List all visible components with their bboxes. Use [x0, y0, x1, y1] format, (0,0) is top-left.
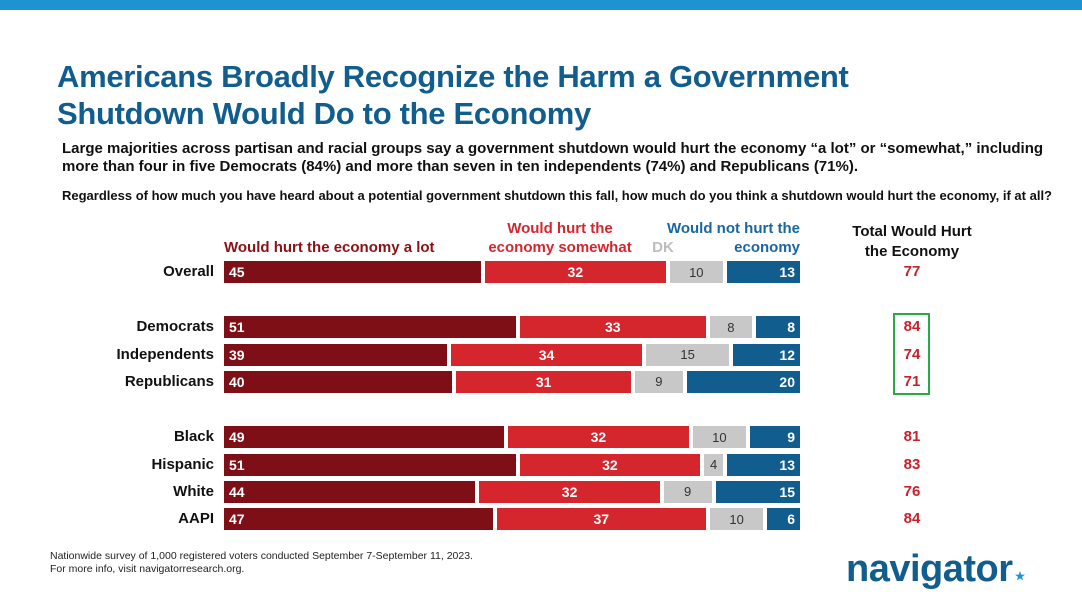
value-label: 13 — [779, 264, 795, 280]
bar: 45 — [224, 261, 482, 283]
value-label: 51 — [229, 319, 245, 336]
legend-entry: Would hurt the economy somewhat — [488, 220, 632, 256]
footnote: For more info, visit navigatorresearch.o… — [50, 563, 245, 575]
logo-star — [1014, 571, 1025, 581]
bar: 10 — [709, 508, 764, 531]
value-label: 51 — [229, 456, 245, 473]
top-band — [0, 0, 1082, 10]
value-label: 13 — [779, 456, 795, 473]
bar: 9 — [663, 480, 712, 503]
legend-entry: Would not hurt the economy — [666, 220, 800, 256]
chart-subtitle: Large majorities across partisan and rac… — [62, 140, 1044, 175]
value-label: 15 — [680, 347, 695, 363]
row-label: Overall — [163, 263, 214, 280]
value-label: 44 — [229, 483, 245, 500]
bar: 32 — [508, 426, 689, 449]
row-label: White — [173, 482, 214, 500]
value-label: 8 — [727, 319, 735, 335]
bar: 4 — [704, 453, 724, 476]
value-label: 32 — [590, 429, 607, 446]
logo: navigator — [846, 548, 1025, 591]
value-label: 9 — [655, 374, 663, 390]
bar: 6 — [767, 508, 800, 531]
legend-entry: DK — [652, 239, 674, 256]
bar: 10 — [669, 261, 724, 283]
total-header: Total Would Hurt the Economy — [852, 223, 972, 260]
row-label: AAPI — [178, 510, 214, 528]
value-label: 4 — [709, 457, 718, 472]
bar: 15 — [715, 480, 800, 503]
bar: 51 — [224, 316, 516, 339]
highlight-box — [893, 313, 930, 395]
value-label: 37 — [593, 511, 610, 528]
value-label: 15 — [779, 483, 795, 500]
row-label: Democrats — [136, 318, 214, 336]
bar: 9 — [750, 426, 800, 449]
bar: 8 — [755, 316, 800, 339]
bar: 47 — [224, 508, 493, 531]
value-label: 8 — [787, 319, 795, 336]
value-label: 10 — [689, 264, 704, 280]
bar: 49 — [224, 426, 505, 449]
total-value: 71 — [903, 372, 921, 390]
row-label: Independents — [116, 345, 214, 363]
value-label: 33 — [605, 319, 621, 336]
value-label: 10 — [729, 511, 744, 527]
value-label: 49 — [229, 429, 245, 446]
row-label: Black — [173, 428, 214, 446]
total-value: 77 — [903, 263, 921, 280]
logo-text: navigator — [846, 548, 1013, 590]
bar: 40 — [224, 370, 453, 393]
survey-question: Regardless of how much you have heard ab… — [62, 188, 1052, 203]
bar: 32 — [519, 453, 701, 476]
row-label: Hispanic — [151, 455, 214, 473]
bar: 13 — [727, 453, 800, 476]
value-label: 45 — [229, 264, 245, 280]
bar: 32 — [479, 480, 660, 503]
bar: 31 — [456, 370, 631, 393]
bar: 33 — [519, 316, 706, 339]
value-label: 32 — [602, 456, 618, 473]
total-value: 81 — [903, 428, 921, 446]
value-label: 32 — [561, 483, 578, 500]
value-label: 9 — [787, 429, 795, 446]
bar: 20 — [686, 370, 800, 393]
bar: 15 — [646, 343, 729, 366]
value-label: 47 — [229, 511, 245, 528]
value-label: 31 — [535, 373, 552, 390]
total-value: 76 — [903, 482, 921, 500]
bar: 8 — [709, 316, 752, 339]
total-value: 84 — [903, 510, 921, 528]
value-label: 32 — [567, 264, 584, 280]
footnote: Nationwide survey of 1,000 registered vo… — [50, 550, 473, 562]
row-label: Republicans — [124, 372, 214, 390]
value-label: 39 — [229, 346, 245, 363]
bar: 39 — [224, 343, 447, 366]
value-label: 10 — [712, 429, 727, 445]
value-label: 9 — [684, 484, 692, 500]
total-value: 83 — [903, 455, 921, 473]
bar: 51 — [224, 453, 516, 476]
value-label: 40 — [229, 373, 245, 390]
total-value: 84 — [903, 318, 921, 336]
bar: 34 — [450, 343, 643, 366]
bar: 13 — [727, 261, 800, 283]
bar: 32 — [485, 261, 666, 283]
value-label: 6 — [787, 511, 795, 528]
value-label: 20 — [779, 373, 795, 390]
chart-title: Americans Broadly Recognize the Harm a G… — [57, 59, 849, 131]
bar: 44 — [224, 480, 476, 503]
value-label: 34 — [538, 346, 555, 363]
legend-entry: Would hurt the economy a lot — [224, 239, 435, 256]
bar: 37 — [496, 508, 706, 531]
value-label: 12 — [779, 346, 795, 363]
bar: 12 — [732, 343, 800, 366]
total-value: 74 — [903, 345, 921, 363]
bar: 10 — [692, 426, 747, 449]
bar: 9 — [634, 370, 683, 393]
